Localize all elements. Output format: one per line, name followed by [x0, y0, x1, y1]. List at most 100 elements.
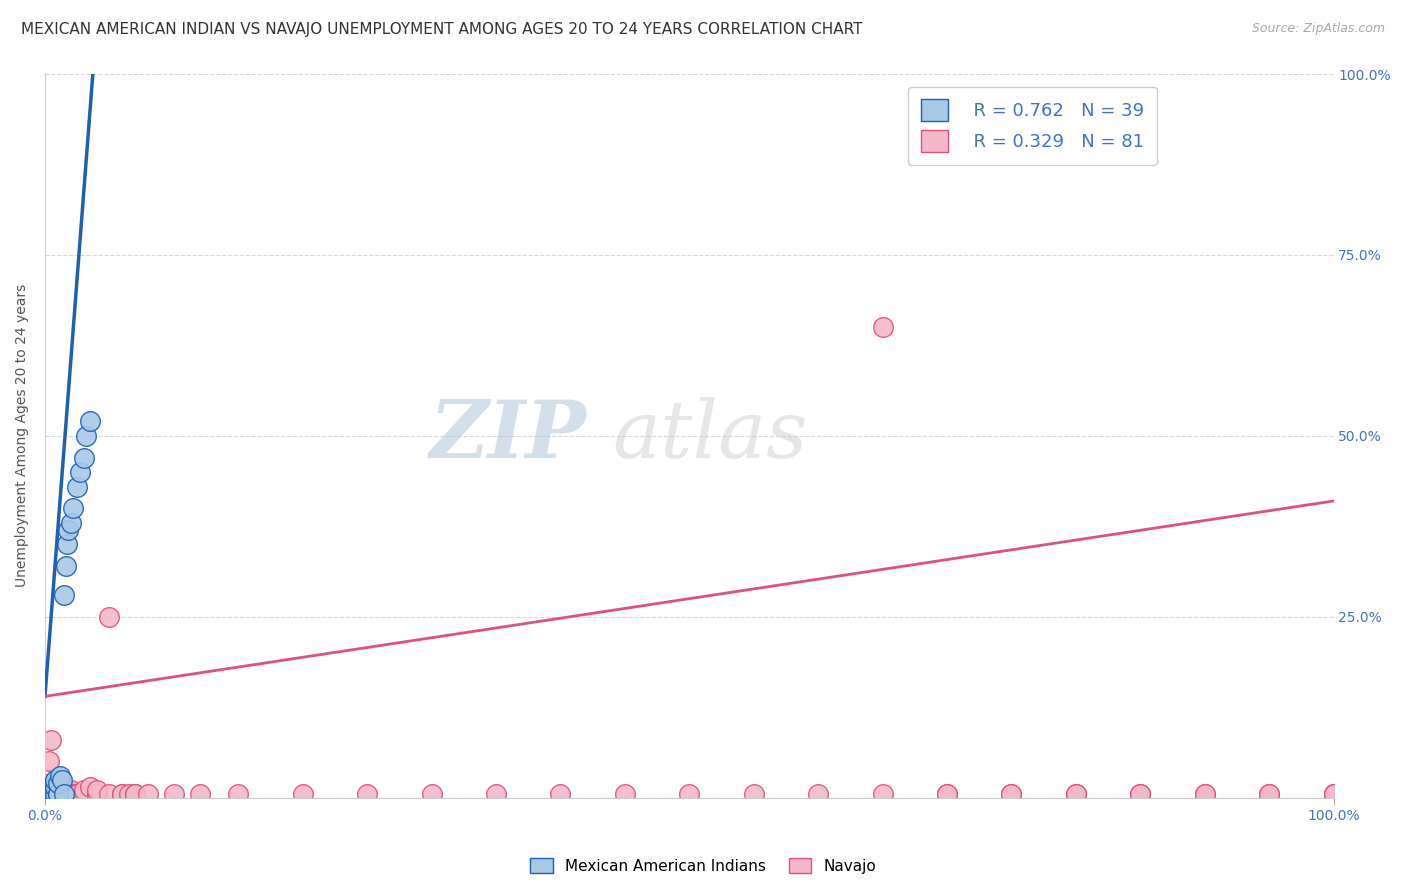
- Point: [1258, 787, 1281, 801]
- Point: [111, 787, 134, 801]
- Point: [38, 787, 60, 801]
- Point: [1322, 787, 1344, 801]
- Point: [41, 787, 63, 801]
- Point: [51, 772, 73, 787]
- Point: [38, 787, 60, 801]
- Point: [1258, 787, 1281, 801]
- Point: [41, 787, 63, 801]
- Point: [79, 414, 101, 428]
- Point: [136, 787, 159, 801]
- Point: [1194, 787, 1216, 801]
- Point: [46, 787, 69, 801]
- Point: [41, 787, 63, 801]
- Point: [39, 785, 62, 799]
- Point: [1064, 787, 1087, 801]
- Point: [56, 537, 79, 551]
- Point: [42, 787, 65, 801]
- Point: [72, 783, 94, 797]
- Point: [163, 787, 186, 801]
- Point: [66, 787, 89, 801]
- Point: [807, 787, 830, 801]
- Point: [51, 787, 73, 801]
- Point: [42, 787, 65, 801]
- Point: [38, 787, 60, 801]
- Point: [53, 588, 76, 602]
- Point: [44, 780, 66, 794]
- Point: [98, 609, 121, 624]
- Point: [1000, 787, 1022, 801]
- Point: [291, 787, 314, 801]
- Point: [111, 787, 134, 801]
- Text: ZIP: ZIP: [429, 397, 586, 475]
- Point: [39, 787, 62, 801]
- Point: [678, 787, 700, 801]
- Point: [75, 429, 97, 443]
- Point: [39, 787, 62, 801]
- Point: [53, 787, 76, 801]
- Point: [356, 787, 378, 801]
- Legend: Mexican American Indians, Navajo: Mexican American Indians, Navajo: [523, 852, 883, 880]
- Point: [46, 787, 69, 801]
- Point: [49, 783, 72, 797]
- Text: Source: ZipAtlas.com: Source: ZipAtlas.com: [1251, 22, 1385, 36]
- Point: [53, 787, 76, 801]
- Point: [188, 787, 211, 801]
- Point: [39, 783, 62, 797]
- Point: [38, 785, 60, 799]
- Point: [41, 783, 63, 797]
- Point: [55, 559, 77, 574]
- Point: [38, 787, 60, 801]
- Point: [44, 780, 66, 794]
- Point: [41, 787, 63, 801]
- Point: [49, 769, 72, 783]
- Point: [742, 787, 765, 801]
- Point: [41, 787, 63, 801]
- Point: [86, 787, 108, 801]
- Point: [44, 787, 66, 801]
- Point: [1064, 787, 1087, 801]
- Point: [872, 320, 894, 334]
- Point: [41, 783, 63, 797]
- Point: [51, 783, 73, 797]
- Point: [1129, 787, 1152, 801]
- Point: [72, 450, 94, 465]
- Point: [46, 783, 69, 797]
- Point: [226, 787, 249, 801]
- Point: [124, 787, 146, 801]
- Point: [38, 755, 60, 769]
- Point: [38, 787, 60, 801]
- Point: [38, 783, 60, 797]
- Point: [79, 780, 101, 794]
- Point: [66, 787, 89, 801]
- Point: [46, 787, 69, 801]
- Point: [39, 787, 62, 801]
- Point: [46, 787, 69, 801]
- Text: atlas: atlas: [612, 397, 807, 475]
- Point: [936, 787, 959, 801]
- Point: [56, 787, 79, 801]
- Point: [59, 783, 82, 797]
- Point: [46, 776, 69, 790]
- Point: [62, 501, 84, 516]
- Point: [72, 787, 94, 801]
- Point: [872, 787, 894, 801]
- Point: [53, 783, 76, 797]
- Point: [41, 787, 63, 801]
- Point: [56, 523, 79, 537]
- Point: [420, 787, 443, 801]
- Point: [39, 783, 62, 797]
- Point: [66, 479, 89, 493]
- Point: [44, 787, 66, 801]
- Point: [550, 787, 572, 801]
- Point: [613, 787, 636, 801]
- Point: [41, 780, 63, 794]
- Point: [485, 787, 508, 801]
- Text: MEXICAN AMERICAN INDIAN VS NAVAJO UNEMPLOYMENT AMONG AGES 20 TO 24 YEARS CORRELA: MEXICAN AMERICAN INDIAN VS NAVAJO UNEMPL…: [21, 22, 863, 37]
- Point: [41, 785, 63, 799]
- Point: [53, 780, 76, 794]
- Point: [59, 787, 82, 801]
- Point: [44, 783, 66, 797]
- Point: [86, 787, 108, 801]
- Point: [41, 787, 63, 801]
- Point: [118, 787, 141, 801]
